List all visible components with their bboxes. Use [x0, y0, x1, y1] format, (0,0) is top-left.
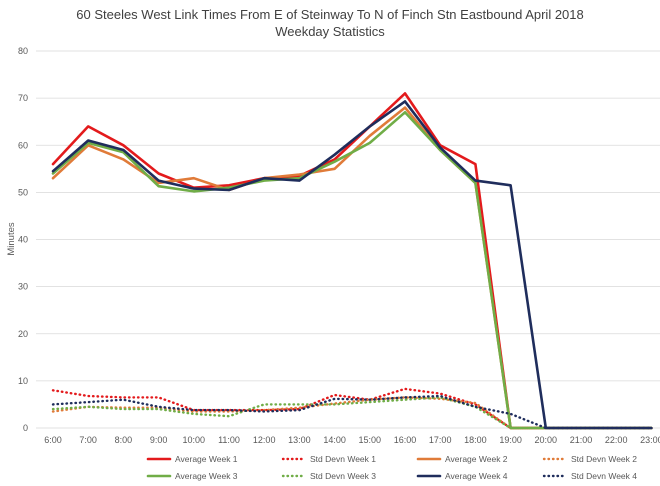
x-tick-label: 9:00 [150, 435, 168, 445]
y-tick-label: 60 [18, 140, 28, 150]
series-line-std-devn-week-3 [51, 396, 653, 430]
x-tick-label: 20:00 [535, 435, 558, 445]
legend-item: Std Devn Week 3 [281, 471, 376, 481]
legend-item: Average Week 4 [416, 471, 508, 481]
x-tick-label: 14:00 [323, 435, 346, 445]
y-tick-label: 30 [18, 282, 28, 292]
y-tick-label: 50 [18, 187, 28, 197]
x-tick-label: 8:00 [115, 435, 133, 445]
series-line-average-week-2 [51, 106, 653, 430]
series-line-std-devn-week-4 [51, 394, 653, 430]
chart-title: 60 Steeles West Link Times From E of Ste… [76, 7, 584, 22]
legend-item: Std Devn Week 1 [281, 454, 376, 464]
legend: Average Week 1 Std Devn Week 1 Average Wee… [146, 454, 637, 481]
x-tick-label: 10:00 [183, 435, 206, 445]
gridlines [36, 50, 660, 429]
legend-item: Std Devn Week 2 [542, 454, 637, 464]
x-tick-label: 15:00 [359, 435, 382, 445]
series-lines [51, 92, 653, 430]
x-tick-label: 12:00 [253, 435, 276, 445]
legend-label: Std Devn Week 1 [310, 454, 376, 464]
x-tick-label: 18:00 [464, 435, 487, 445]
legend-item: Average Week 2 [416, 454, 508, 464]
series-line-average-week-1 [51, 92, 653, 430]
legend-item: Std Devn Week 4 [542, 471, 637, 481]
x-tick-label: 21:00 [570, 435, 593, 445]
y-tick-label: 0 [23, 423, 28, 433]
legend-item: Average Week 1 [146, 454, 238, 464]
x-tick-label: 7:00 [79, 435, 97, 445]
x-tick-label: 19:00 [499, 435, 522, 445]
y-axis-ticks: 0 10 20 30 40 50 60 70 80 [18, 46, 28, 433]
legend-label: Average Week 3 [175, 471, 238, 481]
y-axis-title: Minutes [6, 222, 17, 256]
chart-subtitle: Weekday Statistics [275, 24, 385, 39]
x-axis-ticks: 6:00 7:00 8:00 9:00 10:00 11:00 12:00 13:00 14:0… [44, 435, 660, 445]
legend-label: Average Week 4 [445, 471, 508, 481]
x-tick-label: 23:00 [640, 435, 660, 445]
series-line-average-week-4 [51, 100, 653, 430]
legend-label: Std Devn Week 3 [310, 471, 376, 481]
legend-label: Std Devn Week 4 [571, 471, 637, 481]
x-tick-label: 22:00 [605, 435, 628, 445]
legend-item: Average Week 3 [146, 471, 238, 481]
x-tick-label: 17:00 [429, 435, 452, 445]
y-tick-label: 20 [18, 329, 28, 339]
y-tick-label: 10 [18, 376, 28, 386]
x-tick-label: 16:00 [394, 435, 417, 445]
legend-label: Average Week 2 [445, 454, 508, 464]
x-tick-label: 11:00 [218, 435, 240, 445]
series-line-std-devn-week-1 [51, 387, 653, 430]
series-line-std-devn-week-2 [51, 396, 653, 430]
y-tick-label: 40 [18, 235, 28, 245]
y-tick-label: 70 [18, 93, 28, 103]
y-tick-label: 80 [18, 46, 28, 56]
x-tick-label: 6:00 [44, 435, 62, 445]
legend-label: Std Devn Week 2 [571, 454, 637, 464]
legend-label: Average Week 1 [175, 454, 238, 464]
x-tick-label: 13:00 [288, 435, 311, 445]
